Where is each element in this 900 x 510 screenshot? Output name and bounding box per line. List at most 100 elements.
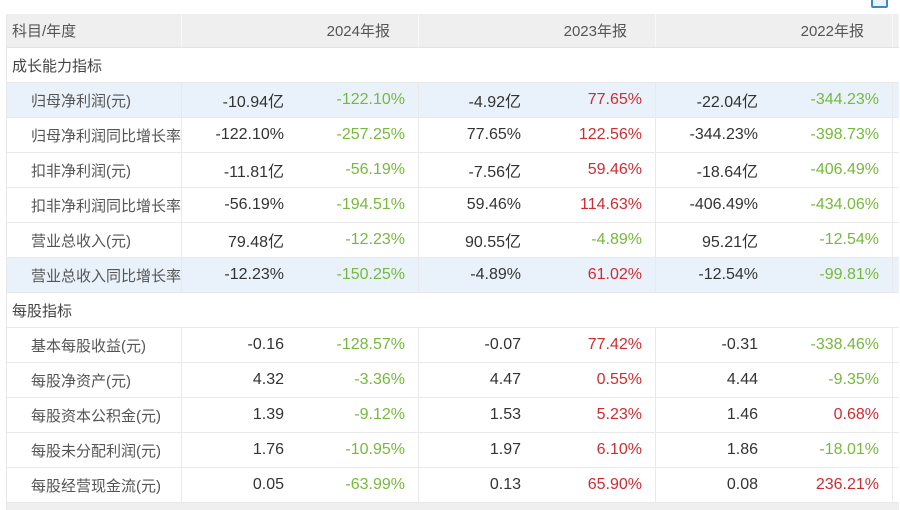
year-cell: 79.48亿 -12.23% — [182, 223, 419, 257]
year-cell: 1.46 0.68% — [656, 398, 893, 432]
header-year-2023: 2023年报 — [419, 14, 656, 47]
row-label: 营业总收入(元) — [7, 223, 182, 257]
cell-value: 1.86 — [726, 441, 758, 458]
cell-value: -0.31 — [721, 336, 758, 353]
next-column-sliver — [893, 153, 899, 187]
cell-pct: -9.35% — [828, 371, 879, 388]
cell-pct: -257.25% — [336, 126, 406, 143]
header-year-2024: 2024年报 — [182, 14, 419, 47]
cell-value: 59.46% — [466, 196, 521, 213]
year-cell: 4.32 -3.36% — [182, 363, 419, 397]
header-subject-year-label: 科目/年度 — [7, 14, 182, 47]
year-cell: -4.92亿 77.65% — [419, 83, 656, 117]
cell-value: -4.92亿 — [468, 94, 521, 111]
cell-pct: -3.36% — [354, 371, 405, 388]
next-column-sliver — [893, 118, 899, 152]
cell-pct: -63.99% — [345, 476, 405, 493]
table-row[interactable]: 营业总收入同比增长率 -12.23% -150.25% -4.89% 61.02… — [7, 258, 899, 293]
section-header-row: 成长能力指标 — [7, 48, 899, 83]
cell-pct: 59.46% — [587, 161, 642, 178]
cell-pct: -194.51% — [336, 196, 406, 213]
cell-value: 90.55亿 — [464, 234, 521, 251]
cell-value: 77.65% — [466, 126, 521, 143]
section-title: 每股指标 — [12, 302, 73, 320]
cell-value: 4.32 — [252, 371, 284, 388]
next-column-sliver — [893, 188, 899, 222]
year-cell: 90.55亿 -4.89% — [419, 223, 656, 257]
cell-pct: 77.65% — [587, 91, 642, 108]
table-row[interactable]: 每股未分配利润(元) 1.76 -10.95% 1.97 6.10% 1.86 … — [7, 433, 899, 468]
row-label: 每股资本公积金(元) — [7, 398, 182, 432]
row-label: 扣非净利润(元) — [7, 153, 182, 187]
year-cell: -0.31 -338.46% — [656, 328, 893, 362]
year-cell: 4.47 0.55% — [419, 363, 656, 397]
table-row[interactable]: 每股经营现金流(元) 0.05 -63.99% 0.13 65.90% 0.08… — [7, 468, 899, 503]
year-cell: -0.16 -128.57% — [182, 328, 419, 362]
next-column-sliver — [893, 398, 899, 432]
cell-pct: 61.02% — [587, 266, 642, 283]
table-row[interactable]: 归母净利润(元) -10.94亿 -122.10% -4.92亿 77.65% … — [7, 83, 899, 118]
year-cell: -122.10% -257.25% — [182, 118, 419, 152]
table-body: 成长能力指标 归母净利润(元) -10.94亿 -122.10% -4.92亿 … — [7, 48, 899, 503]
cell-value: -7.56亿 — [468, 164, 521, 181]
cell-pct: 77.42% — [587, 336, 642, 353]
cell-value: -0.07 — [484, 336, 521, 353]
next-column-sliver — [893, 433, 899, 467]
cell-value: -4.89% — [470, 266, 521, 283]
year-cell: -10.94亿 -122.10% — [182, 83, 419, 117]
cell-pct: -12.23% — [345, 231, 405, 248]
table-row[interactable]: 每股净资产(元) 4.32 -3.36% 4.47 0.55% 4.44 -9.… — [7, 363, 899, 398]
table-row[interactable]: 基本每股收益(元) -0.16 -128.57% -0.07 77.42% -0… — [7, 328, 899, 363]
year-cell: -406.49% -434.06% — [656, 188, 893, 222]
cell-pct: -344.23% — [810, 91, 880, 108]
cell-value: 0.13 — [489, 476, 521, 493]
year-cell: 1.97 6.10% — [419, 433, 656, 467]
table-row[interactable]: 营业总收入(元) 79.48亿 -12.23% 90.55亿 -4.89% 95… — [7, 223, 899, 258]
year-cell: -0.07 77.42% — [419, 328, 656, 362]
cell-value: 1.46 — [726, 406, 758, 423]
header-year-2022: 2022年报 — [656, 14, 893, 47]
next-column-sliver — [893, 223, 899, 257]
year-cell: 0.08 236.21% — [656, 468, 893, 502]
cell-value: -18.64亿 — [696, 164, 758, 181]
cell-value: 0.08 — [726, 476, 758, 493]
year-cell: 59.46% 114.63% — [419, 188, 656, 222]
table-row[interactable]: 每股资本公积金(元) 1.39 -9.12% 1.53 5.23% 1.46 0… — [7, 398, 899, 433]
cell-pct: 0.68% — [833, 406, 879, 423]
cell-value: -344.23% — [689, 126, 759, 143]
cell-pct: 122.56% — [578, 126, 642, 143]
top-bar — [0, 0, 900, 14]
table-row[interactable]: 归母净利润同比增长率 -122.10% -257.25% 77.65% 122.… — [7, 118, 899, 153]
cell-pct: -122.10% — [336, 91, 406, 108]
row-label: 归母净利润(元) — [7, 83, 182, 117]
financial-report-table: 科目/年度 2024年报 2023年报 2022年报 成长能力指标 归母净利润(… — [6, 14, 899, 510]
year-cell: 1.39 -9.12% — [182, 398, 419, 432]
year-cell: 95.21亿 -12.54% — [656, 223, 893, 257]
cell-value: 4.47 — [489, 371, 521, 388]
section-header-row: 每股指标 — [7, 293, 899, 328]
cell-pct: 0.55% — [596, 371, 642, 388]
next-section-strip — [7, 503, 899, 510]
year-cell: 0.05 -63.99% — [182, 468, 419, 502]
window-control-icon[interactable] — [871, 0, 888, 8]
year-cell: -56.19% -194.51% — [182, 188, 419, 222]
cell-value: 79.48亿 — [227, 234, 284, 251]
year-cell: 1.53 5.23% — [419, 398, 656, 432]
year-cell: -344.23% -398.73% — [656, 118, 893, 152]
row-label: 每股未分配利润(元) — [7, 433, 182, 467]
row-label: 每股净资产(元) — [7, 363, 182, 397]
cell-value: -406.49% — [689, 196, 759, 213]
year-cell: -11.81亿 -56.19% — [182, 153, 419, 187]
cell-pct: -12.54% — [819, 231, 879, 248]
cell-pct: -128.57% — [336, 336, 406, 353]
section-title: 成长能力指标 — [12, 57, 103, 75]
cell-pct: -56.19% — [345, 161, 405, 178]
cell-value: 95.21亿 — [701, 234, 758, 251]
next-column-sliver — [893, 363, 899, 397]
cell-value: -56.19% — [224, 196, 284, 213]
cell-pct: -4.89% — [591, 231, 642, 248]
cell-pct: -10.95% — [345, 441, 405, 458]
table-row[interactable]: 扣非净利润(元) -11.81亿 -56.19% -7.56亿 59.46% -… — [7, 153, 899, 188]
cell-value: 4.44 — [726, 371, 758, 388]
table-row[interactable]: 扣非净利润同比增长率 -56.19% -194.51% 59.46% 114.6… — [7, 188, 899, 223]
